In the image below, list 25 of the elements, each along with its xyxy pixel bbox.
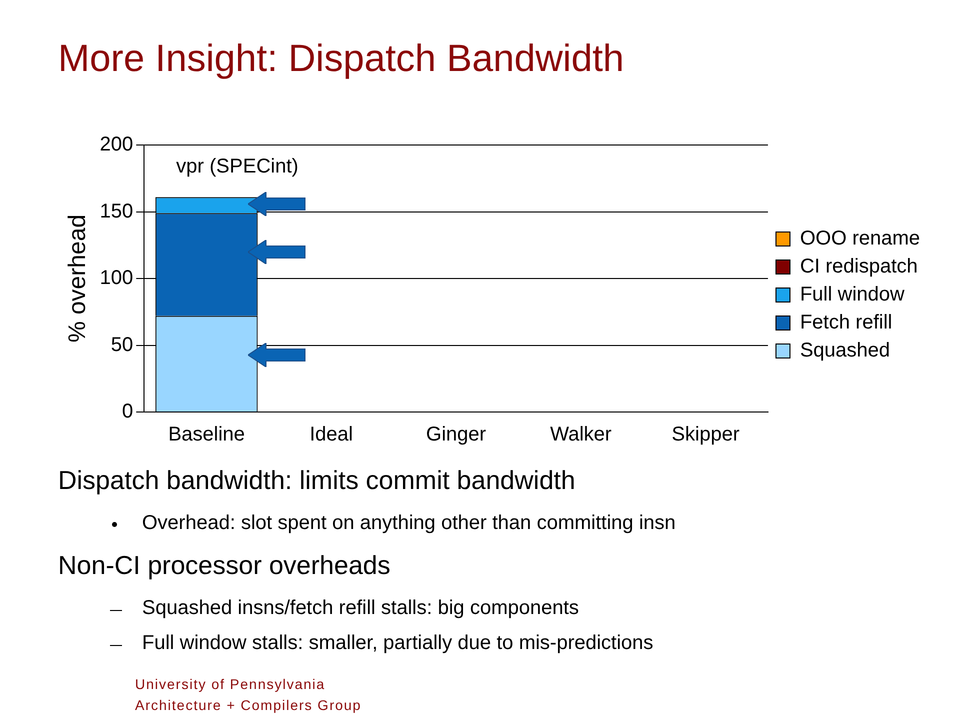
y-tick-label: 200 xyxy=(100,134,134,156)
text: Squashed insns/fetch refill stalls: big components xyxy=(142,597,579,620)
y-tick-label: 150 xyxy=(100,200,134,222)
legend-label: Full window xyxy=(800,284,905,306)
legend-label: Fetch refill xyxy=(800,312,892,334)
text: Overhead: slot spent on anything other than committing insn xyxy=(142,512,676,535)
chart-title: More Insight: Dispatch Bandwidth xyxy=(58,38,624,81)
text: University of Pennsylvania xyxy=(135,676,326,692)
x-tick-label: Walker xyxy=(550,424,612,446)
legend-label: Squashed xyxy=(800,340,890,362)
text: Non-CI processor overheads xyxy=(58,550,390,581)
x-tick-label: Ideal xyxy=(310,424,353,446)
y-tick-label: 100 xyxy=(100,267,134,290)
text: Full window stalls: smaller, partially due to mis-predictions xyxy=(142,632,654,655)
y-axis-title: % overhead xyxy=(64,214,92,343)
x-tick-label: Ginger xyxy=(426,424,486,446)
text: Dispatch bandwidth: limits commit bandwidth xyxy=(58,465,576,496)
legend-label: CI redispatch xyxy=(800,256,918,278)
x-tick-label: Skipper xyxy=(672,424,740,446)
y-tick-label: 50 xyxy=(110,334,134,356)
x-tick-label: Baseline xyxy=(168,424,245,446)
text: Architecture + Compilers Group xyxy=(135,697,362,713)
legend-label: OOO rename xyxy=(800,228,920,250)
y-tick-label: 0 xyxy=(122,400,134,423)
text: vpr (SPECint) xyxy=(176,156,298,178)
